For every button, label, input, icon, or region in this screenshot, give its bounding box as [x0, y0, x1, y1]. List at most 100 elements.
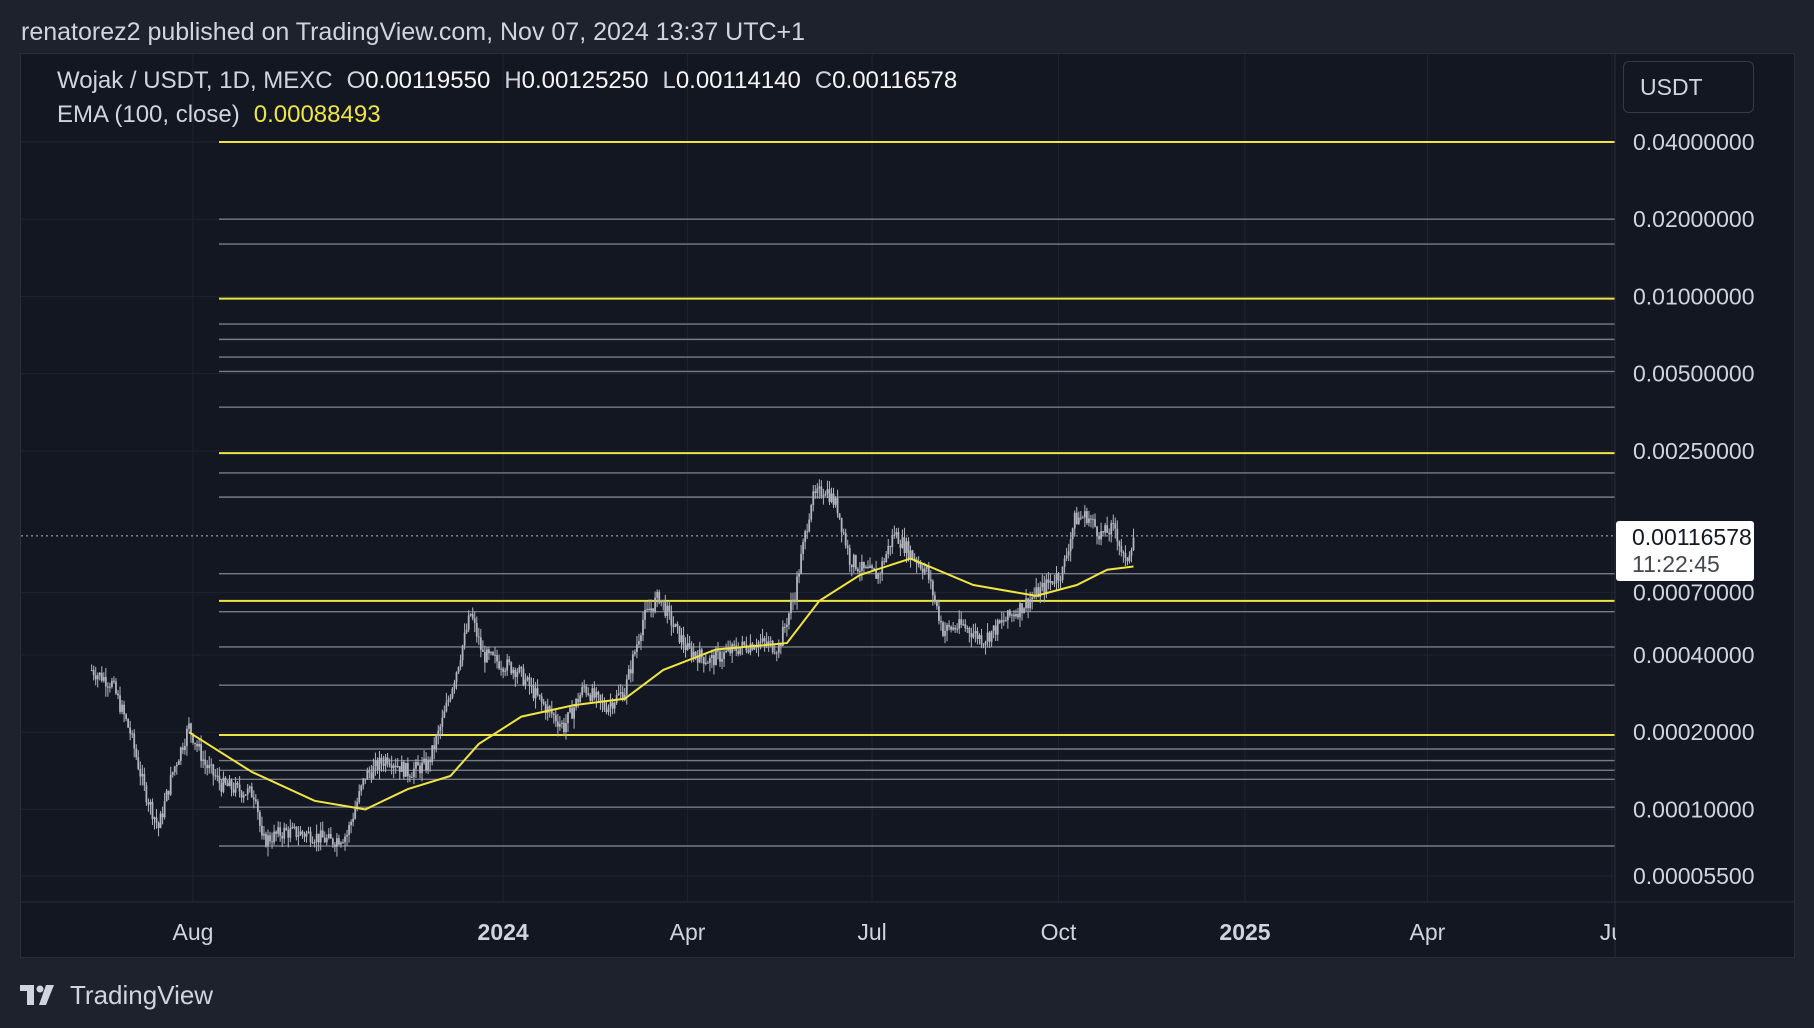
candle-body [273, 831, 275, 843]
candle-body [151, 801, 154, 820]
candle-body [123, 704, 125, 715]
candle-body [481, 649, 484, 652]
candle-body [1057, 573, 1060, 581]
candle-body [1039, 587, 1042, 597]
axis-layer: 0.04000000 0.02000000 0.01000000 0.00500000… [21, 54, 1794, 957]
candle-body [232, 789, 235, 793]
candle-body [344, 836, 346, 843]
candle-body [1104, 525, 1107, 533]
candle-body [258, 812, 261, 826]
candle-body [737, 650, 740, 655]
candle-body [94, 675, 97, 680]
candle-body [443, 711, 446, 718]
candle-body [437, 730, 440, 736]
candle-body [786, 624, 788, 627]
candle-body [532, 685, 535, 699]
candle-body [317, 833, 320, 843]
candle-body [327, 833, 330, 838]
candle-body [804, 531, 807, 542]
candle-body [133, 733, 136, 749]
candle-body [500, 668, 503, 670]
candle-body [895, 532, 898, 535]
candle-body [293, 826, 296, 828]
candle-body [100, 672, 103, 681]
candle-body [836, 498, 839, 514]
candle-body [459, 660, 462, 667]
candle-body [591, 688, 594, 701]
candle-body [619, 692, 622, 694]
candle-body [200, 744, 203, 761]
candle-body [998, 620, 1001, 623]
candle-body [323, 837, 326, 843]
candle-body [826, 489, 829, 494]
candle-body [479, 637, 482, 650]
candle-body [508, 659, 511, 663]
candle-body [644, 609, 646, 620]
chart-pane[interactable]: 0.04000000 0.02000000 0.01000000 0.00500000… [20, 53, 1795, 958]
candle-body [856, 568, 859, 572]
candle-body [1021, 603, 1023, 614]
candle-body [522, 668, 525, 686]
level-layer [21, 141, 1615, 847]
candle-body [121, 704, 123, 712]
candle-body [183, 745, 186, 750]
candle-body [905, 541, 908, 554]
candle-body [792, 599, 794, 603]
candle-body [719, 651, 721, 662]
candle-body [1061, 566, 1064, 581]
candle-body [548, 706, 551, 709]
candle-body [129, 727, 132, 734]
chart-svg[interactable]: 0.04000000 0.02000000 0.01000000 0.00500000… [21, 54, 1794, 957]
candle-body [806, 531, 809, 533]
candle-body [423, 758, 425, 763]
candle-body [224, 777, 227, 784]
candle-body [749, 643, 752, 653]
candle-body [1002, 620, 1005, 622]
legend-c-value: 0.00116578 [832, 67, 958, 94]
candle-body [573, 707, 575, 719]
candle-body [899, 543, 902, 548]
candle-body [248, 786, 251, 789]
candle-body [171, 772, 174, 775]
tradingview-logo[interactable]: TradingView [20, 978, 213, 1012]
candle-body [261, 825, 263, 836]
candle-body [654, 597, 657, 612]
candle-body [216, 775, 219, 777]
candle-body [275, 831, 278, 834]
candle-body [652, 608, 655, 612]
candle-body [425, 758, 428, 771]
candle-body [589, 694, 592, 701]
candle-body [139, 768, 142, 777]
candle-body [104, 677, 107, 687]
candle-body [254, 799, 257, 802]
candle-body [901, 537, 904, 548]
currency-button[interactable]: USDT [1623, 61, 1754, 113]
candle-body [933, 595, 936, 601]
candle-body [1120, 546, 1123, 553]
candle-body [102, 677, 105, 681]
price-tick-label: 0.00070000 [1633, 580, 1755, 606]
candle-body [1006, 610, 1009, 621]
candle-body [662, 599, 665, 602]
candle-body [113, 680, 115, 682]
candle-body [694, 651, 697, 656]
candle-body [542, 701, 545, 705]
candle-body [244, 794, 247, 796]
candle-body [1010, 614, 1013, 616]
candle-body [631, 654, 634, 674]
candle-body [486, 649, 488, 663]
candle-body [903, 537, 906, 554]
candle-body [680, 635, 683, 643]
candle-body [567, 712, 569, 724]
candle-body [828, 489, 831, 502]
tradingview-logo-text: TradingView [70, 979, 214, 1010]
candle-body [538, 694, 541, 697]
candle-body [119, 695, 121, 712]
candle-body [1053, 583, 1056, 585]
candle-body [854, 555, 857, 569]
candle-body [125, 714, 128, 719]
candle-body [279, 827, 282, 836]
candle-body [674, 623, 677, 627]
candle-body [700, 649, 703, 658]
candle-body [625, 679, 628, 695]
